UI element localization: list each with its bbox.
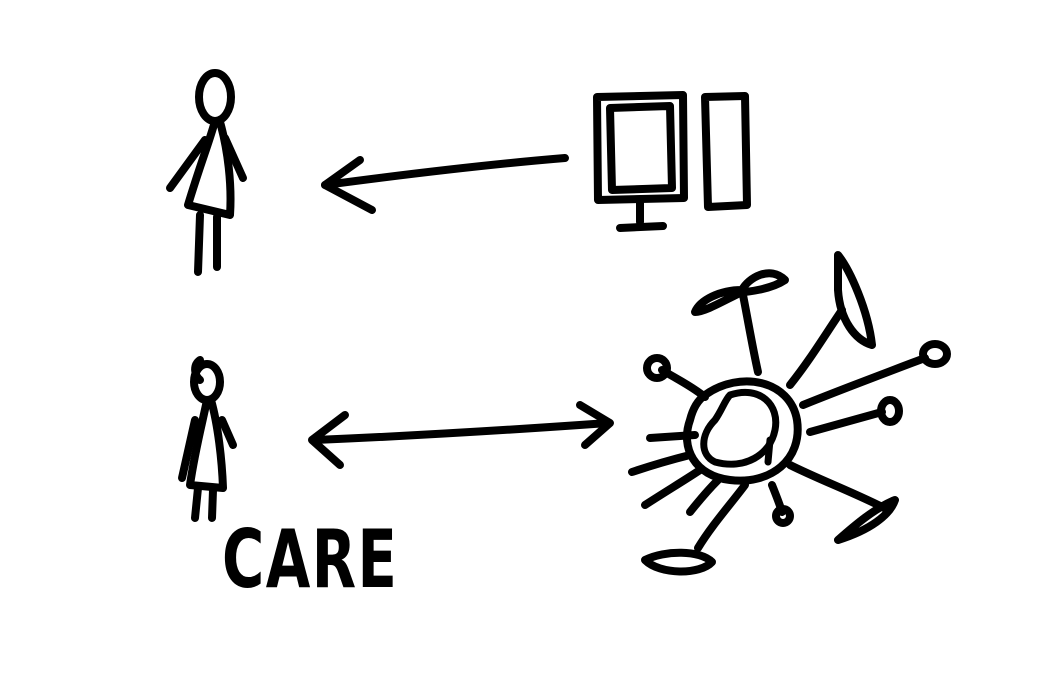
person-top-icon — [166, 69, 247, 276]
arrow-two-way — [308, 401, 614, 469]
arrow-computer-to-person — [321, 154, 569, 214]
care-label: CARE — [222, 513, 399, 606]
person-bottom-icon — [178, 356, 237, 522]
network-cell-icon — [628, 251, 951, 576]
computer-monitor-icon — [593, 91, 751, 232]
